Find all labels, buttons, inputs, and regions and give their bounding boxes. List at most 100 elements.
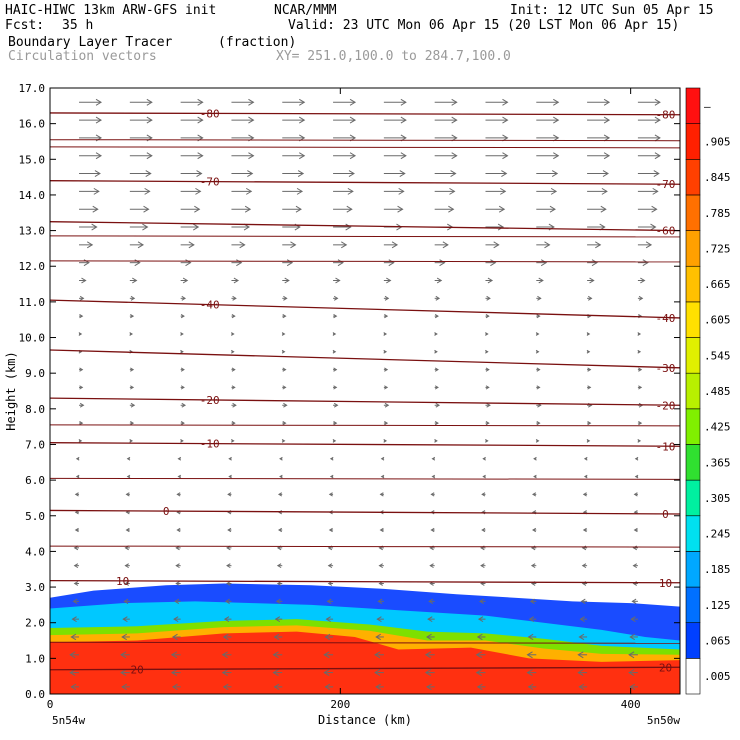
contour-label: -30 [656, 362, 676, 375]
vector-arrow-head [231, 439, 235, 443]
x-left-location: 5n54w [52, 714, 85, 727]
vector-arrow-head [142, 223, 149, 231]
vector-arrow-head [281, 439, 286, 443]
vector-arrow-head [345, 223, 352, 231]
vector-arrow-head [638, 367, 643, 372]
contour-label: 10 [659, 577, 672, 590]
vector-arrow-head [329, 456, 334, 461]
vector-arrow-head [232, 402, 237, 408]
vector-arrow-head [490, 259, 497, 267]
vector-arrow-head [227, 527, 232, 533]
vector-arrow-head [430, 492, 435, 497]
vector-arrow-head [286, 259, 294, 267]
contour-label: 20 [130, 663, 143, 676]
vector-arrow-head [180, 349, 184, 354]
vector-arrow-head [197, 98, 204, 106]
vector-arrow-head [79, 402, 85, 408]
contour-label: -70 [656, 178, 676, 191]
model-title: HAIC-HIWC 13km ARW-GFS init [5, 3, 217, 18]
vector-arrow-head [328, 527, 333, 533]
contour-label: 20 [659, 661, 672, 674]
contour-label: -40 [200, 299, 220, 312]
vector-arrow-head [533, 456, 537, 461]
vector-arrow-head [538, 277, 544, 284]
vector-arrow-head [380, 456, 385, 461]
vector-arrow-head [384, 420, 389, 426]
vector-arrow-head [485, 367, 490, 372]
vector-arrow-head [328, 492, 333, 497]
vector-arrow-head [120, 669, 127, 677]
vector-arrow-head [434, 367, 439, 372]
vector-arrow-head [603, 134, 611, 142]
vector-arrow-head [79, 314, 84, 319]
vector-arrow-head [130, 295, 136, 301]
contour-label: 0 [662, 508, 669, 521]
y-tick-label: 2.0 [25, 617, 45, 630]
vector-arrow-head [130, 420, 135, 426]
vector-arrow-head [333, 385, 338, 390]
colorbar-swatch [685, 479, 701, 517]
vector-arrow-head [226, 581, 231, 586]
vector-arrow-head [586, 439, 591, 443]
vector-arrow-head [130, 367, 135, 372]
y-tick-label: 1.0 [25, 652, 45, 665]
vector-arrow-head [228, 456, 232, 461]
colorbar-label: .905 [704, 135, 731, 148]
colorbar-swatch [685, 658, 701, 695]
vector-arrow-head [145, 170, 152, 177]
temperature-contour-line [50, 349, 680, 369]
contour-label: -60 [656, 225, 676, 238]
vector-arrow-head [70, 633, 77, 641]
y-tick-label: 9.0 [25, 367, 45, 380]
colorbar-label: .845 [704, 171, 731, 184]
vector-arrow-head [177, 456, 182, 461]
vector-arrow-head [86, 241, 94, 249]
y-tick-label: 14.0 [19, 189, 46, 202]
vector-arrow-head [245, 187, 253, 195]
vector-arrow-head [375, 683, 382, 691]
vector-arrow-head [299, 116, 306, 124]
vector-arrow-head [248, 116, 255, 124]
vector-arrow-head [586, 349, 591, 354]
vector-arrow-head [426, 633, 432, 641]
vector-arrow-head [78, 332, 83, 336]
vector-arrow-head [653, 170, 660, 177]
vector-arrow-head [500, 187, 507, 195]
vector-arrow-head [487, 277, 494, 284]
vector-arrow-head [75, 474, 80, 479]
vector-arrow-head [282, 385, 287, 390]
vector-arrow-head [536, 420, 541, 426]
temperature-contour-line [50, 424, 680, 427]
vector-arrow-head [180, 332, 184, 336]
vector-arrow-head [642, 259, 649, 267]
y-tick-label: 8.0 [25, 403, 45, 416]
colorbar-label: .605 [704, 314, 731, 327]
field-name: Boundary Layer Tracer [8, 35, 173, 50]
vector-arrow-head [74, 527, 79, 533]
vector-arrow-head [384, 402, 390, 408]
vector-arrow-head [228, 474, 232, 479]
vector-arrow-head [349, 98, 357, 106]
vector-arrow-head [379, 492, 384, 497]
vector-arrow-head [231, 314, 236, 319]
vector-arrow-head [577, 669, 584, 677]
vector-arrow-head [634, 456, 639, 461]
vector-arrow-head [297, 170, 305, 177]
colorbar-swatch [685, 265, 701, 303]
vector-arrow-head [526, 669, 533, 677]
y-tick-label: 12.0 [19, 260, 46, 273]
vector-arrow-head [583, 456, 588, 461]
vector-arrow-head [121, 633, 127, 641]
vector-arrow-head [349, 116, 357, 124]
contour-label: -80 [200, 107, 220, 120]
temperature-contour-line [50, 579, 680, 584]
vector-arrow-head [651, 205, 658, 213]
contour-label: -10 [656, 440, 676, 453]
vector-arrow-head [221, 651, 228, 659]
vector-arrow-head [69, 651, 76, 659]
fcst-label: Fcst: [5, 18, 45, 33]
colorbar-label: .065 [704, 635, 731, 648]
colorbar-label: – [704, 100, 711, 113]
vector-arrow-head [650, 223, 657, 231]
vector-arrow-head [327, 563, 333, 569]
